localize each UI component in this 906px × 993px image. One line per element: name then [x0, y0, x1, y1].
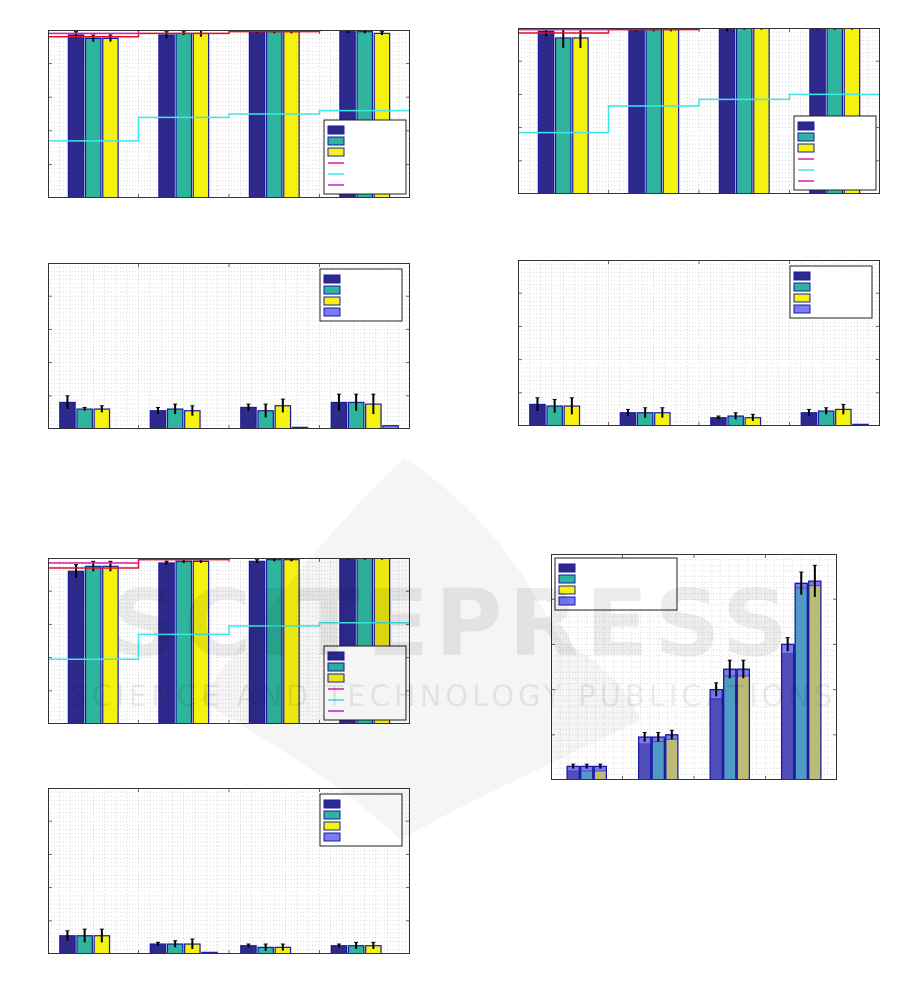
- bar: [175, 560, 193, 725]
- step-line: [518, 93, 880, 134]
- step-line: [48, 621, 410, 661]
- bar: [723, 668, 737, 781]
- chart-svg: [48, 263, 410, 430]
- legend-swatch: [797, 121, 815, 131]
- bar: [265, 31, 283, 199]
- legend-swatch: [793, 304, 811, 314]
- legend-swatch: [323, 307, 341, 317]
- bar: [192, 32, 210, 199]
- legend-swatch: [327, 651, 345, 661]
- bar: [102, 565, 119, 725]
- legend-swatch: [797, 143, 815, 153]
- chart-panel-middle-left: [48, 263, 410, 430]
- legend-swatch: [323, 799, 341, 809]
- legend-swatch: [327, 125, 345, 135]
- chart-svg: [48, 788, 410, 955]
- legend-swatch: [327, 673, 345, 683]
- plot-frame: [551, 554, 837, 780]
- legend-swatch: [793, 293, 811, 303]
- legend-swatch: [323, 285, 341, 295]
- legend-swatch: [797, 132, 815, 142]
- legend-swatch: [558, 563, 576, 573]
- bar: [67, 570, 85, 725]
- bar: [192, 560, 210, 725]
- bar: [662, 29, 680, 195]
- bar: [248, 31, 266, 199]
- plot-frame: [48, 263, 410, 429]
- legend-swatch: [558, 596, 576, 606]
- chart-panel-top-left: [48, 29, 410, 199]
- chart-svg: [48, 29, 410, 199]
- bar: [651, 736, 665, 781]
- bar: [283, 31, 300, 199]
- bar: [794, 582, 808, 781]
- legend-swatch: [558, 585, 576, 595]
- chart-panel-third-left: [48, 557, 410, 725]
- bar: [554, 37, 572, 195]
- bar: [265, 559, 283, 725]
- bar: [665, 734, 679, 781]
- chart-svg: [48, 557, 410, 725]
- chart-panel-bottom-right: [551, 554, 837, 781]
- step-line: [48, 109, 410, 142]
- legend-swatch: [327, 136, 345, 146]
- legend-swatch: [323, 274, 341, 284]
- legend-swatch: [323, 296, 341, 306]
- plot-frame: [48, 558, 410, 724]
- bar: [158, 34, 175, 199]
- legend-swatch: [327, 147, 345, 157]
- bar: [84, 565, 102, 725]
- legend-swatch: [558, 574, 576, 584]
- bar: [753, 27, 770, 195]
- chart-panel-middle-right: [518, 260, 880, 427]
- bar: [780, 643, 795, 781]
- legend-swatch: [793, 282, 811, 292]
- bar: [637, 736, 652, 781]
- bar: [808, 580, 822, 781]
- legend-swatch: [323, 810, 341, 820]
- chart-svg: [518, 260, 880, 427]
- bar: [67, 34, 85, 199]
- legend-swatch: [323, 821, 341, 831]
- plot-frame: [518, 28, 880, 194]
- bar: [718, 29, 736, 195]
- bar: [537, 30, 555, 195]
- bar: [736, 668, 751, 781]
- bar: [709, 689, 723, 781]
- bar: [158, 562, 175, 725]
- bar: [102, 37, 119, 199]
- plot-frame: [518, 260, 880, 426]
- bar: [645, 29, 663, 195]
- bar: [76, 408, 93, 430]
- bar: [283, 559, 300, 725]
- legend-swatch: [793, 271, 811, 281]
- chart-panel-bottom-left: [48, 788, 410, 955]
- bar: [248, 560, 266, 725]
- plot-frame: [48, 30, 410, 198]
- chart-svg: [551, 554, 837, 781]
- bar: [572, 37, 589, 195]
- plot-frame: [48, 788, 410, 954]
- bar: [628, 29, 645, 195]
- bar: [175, 32, 193, 199]
- legend-swatch: [323, 832, 341, 842]
- bar: [735, 27, 753, 195]
- chart-panel-top-right: [518, 27, 880, 195]
- legend-swatch: [327, 662, 345, 672]
- chart-svg: [518, 27, 880, 195]
- bar: [84, 37, 102, 199]
